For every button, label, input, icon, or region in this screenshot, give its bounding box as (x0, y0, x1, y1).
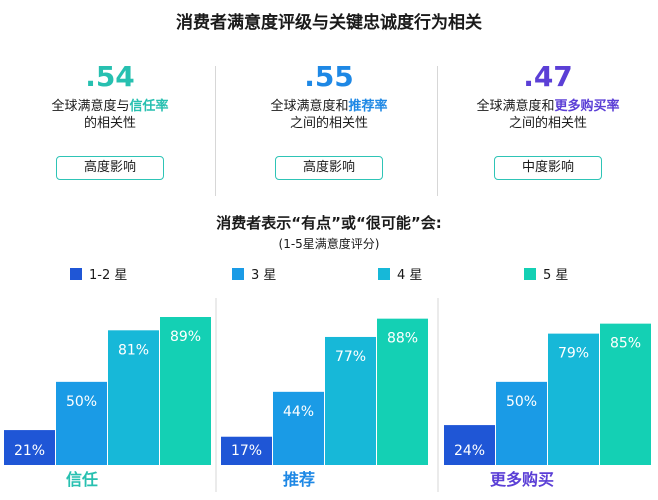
legend-item-4-stars: 4 星 (378, 264, 422, 283)
legend-label: 1-2 星 (89, 268, 128, 283)
stat-trust: .54 全球满意度与信任率 的相关性 高度影响 (10, 60, 210, 180)
bar (108, 330, 159, 465)
stat-desc-highlight: 更多购买率 (554, 99, 620, 114)
legend-swatch (524, 267, 536, 280)
bar-value-label: 17% (231, 443, 262, 459)
bar (4, 430, 55, 465)
stat-desc-suffix: 的相关性 (83, 116, 136, 131)
bar (600, 323, 651, 465)
bar-value-label: 21% (14, 443, 45, 459)
page-title: 消费者满意度评级与关键忠诚度行为相关 (176, 13, 482, 33)
bar (221, 436, 272, 465)
stat-desc-highlight: 信任率 (129, 99, 169, 114)
bar (496, 381, 547, 465)
bar-value-label: 50% (506, 394, 537, 410)
bar-value-label: 81% (118, 342, 149, 358)
bar-value-label: 88% (387, 331, 418, 347)
category-label: 推荐 (283, 470, 315, 489)
legend-swatch (232, 267, 244, 280)
legend-label: 3 星 (251, 268, 277, 283)
stat-value: .47 (523, 60, 573, 93)
bar (377, 318, 428, 465)
bar (444, 425, 495, 465)
bar-value-label: 85% (610, 336, 641, 352)
bar-value-label: 44% (283, 404, 314, 420)
impact-badge: 高度影响 (275, 156, 383, 180)
stat-description: 全球满意度和更多购买率 之间的相关性 (448, 98, 648, 132)
stat-desc-prefix: 全球满意度与 (51, 99, 130, 114)
stat-desc-suffix: 之间的相关性 (289, 116, 368, 131)
divider (215, 66, 216, 196)
stat-desc-prefix: 全球满意度和 (476, 99, 555, 114)
divider (437, 66, 438, 196)
stat-description: 全球满意度和推荐率 之间的相关性 (229, 98, 429, 132)
category-label: 更多购买 (490, 470, 554, 489)
stat-description: 全球满意度与信任率 的相关性 (10, 98, 210, 132)
category-label: 信任 (66, 470, 98, 489)
legend-item-3-stars: 3 星 (232, 264, 276, 283)
stat-value: .55 (304, 60, 354, 93)
bar-value-label: 77% (335, 349, 366, 365)
legend-item-5-stars: 5 星 (524, 264, 568, 283)
bar (160, 317, 211, 465)
bar (56, 381, 107, 465)
bar (325, 336, 376, 465)
bar (548, 333, 599, 465)
legend-item-1-2-stars: 1-2 星 (70, 264, 127, 283)
impact-badge: 高度影响 (56, 156, 164, 180)
stat-value: .54 (85, 60, 135, 93)
bar-value-label: 24% (454, 443, 485, 459)
chart-subtitle: 消费者表示“有点”或“很可能”会: (216, 214, 442, 232)
chart-subnote: (1-5星满意度评分) (278, 237, 380, 251)
bar-value-label: 89% (170, 329, 201, 345)
stat-recommend: .55 全球满意度和推荐率 之间的相关性 高度影响 (229, 60, 429, 180)
legend-swatch (378, 267, 390, 280)
legend-label: 4 星 (397, 268, 423, 283)
impact-badge: 中度影响 (494, 156, 602, 180)
stat-buy-more: .47 全球满意度和更多购买率 之间的相关性 中度影响 (448, 60, 648, 180)
bar-value-label: 79% (558, 346, 589, 362)
stat-desc-prefix: 全球满意度和 (270, 99, 349, 114)
stat-desc-suffix: 之间的相关性 (508, 116, 587, 131)
legend-label: 5 星 (543, 268, 569, 283)
bar (273, 391, 324, 465)
legend-swatch (70, 267, 82, 280)
stat-desc-highlight: 推荐率 (348, 99, 388, 114)
bar-value-label: 50% (66, 394, 97, 410)
